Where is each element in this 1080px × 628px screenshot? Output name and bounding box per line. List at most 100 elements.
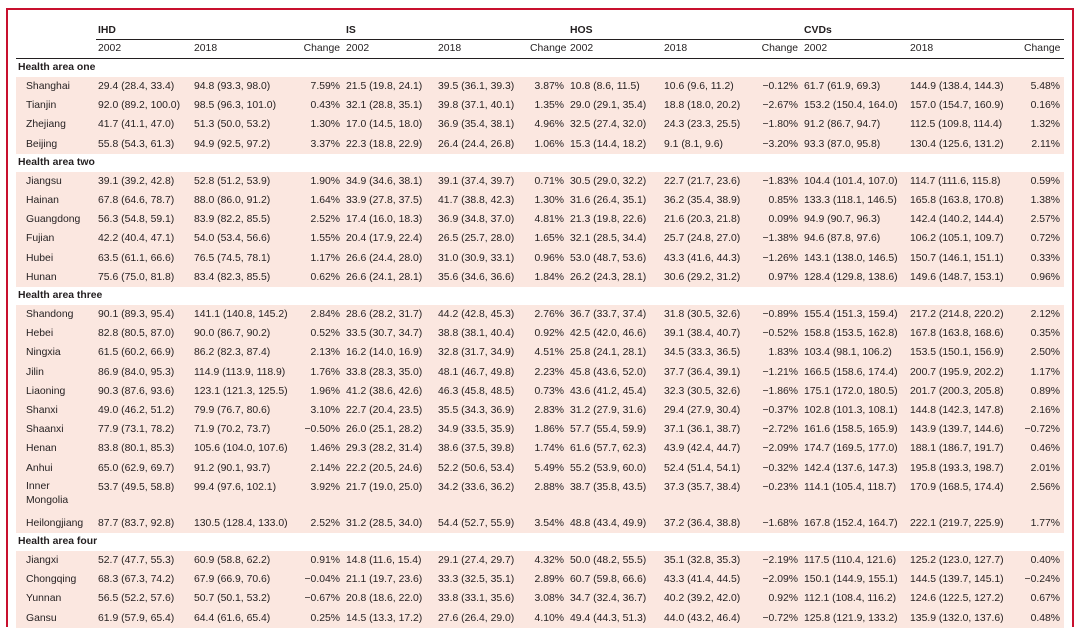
change-cell: −1.86% [756,381,803,402]
change-cell: 1.17% [300,248,345,268]
table-cell: 52.7 (47.7, 55.3) [96,551,192,571]
table-cell: 65.0 (62.9, 69.7) [96,458,192,478]
table-cell: 105.6 (104.0, 107.6) [192,439,300,459]
table-row: Tianjin 92.0 (89.2, 100.0) 98.5 (96.3, 101… [16,96,1065,116]
table-cell: 34.9 (33.5, 35.9) [436,420,529,440]
change-cell: −3.20% [756,134,803,154]
change-cell: 4.10% [528,608,569,628]
change-cell: 1.06% [528,134,569,154]
change-cell: −1.68% [756,513,803,534]
table-row: Fujian 42.2 (40.4, 47.1) 54.0 (53.4, 56.6)… [16,229,1065,249]
table-cell: 27.6 (26.4, 29.0) [436,608,529,628]
table-cell: 55.8 (54.3, 61.3) [96,134,192,154]
table-row: Yunnan 56.5 (52.2, 57.6) 50.7 (50.1, 53.2)… [16,589,1065,609]
province-name: Hubei [16,248,96,268]
table-row: Inner Mongolia 53.7 (49.5, 58.8) 99.4 (97.… [16,477,1065,514]
table-cell: 56.5 (52.2, 57.6) [96,589,192,609]
table-cell: 36.9 (34.8, 37.0) [436,210,529,230]
table-cell: 63.5 (61.1, 66.6) [96,248,192,268]
change-cell: −2.09% [756,570,803,590]
change-cell: −1.38% [756,229,803,249]
table-cell: 94.9 (90.7, 96.3) [802,210,909,230]
table-cell: 112.5 (109.8, 114.4) [908,115,1023,135]
change-cell: −0.04% [300,570,345,590]
col-is-2018: 2018 [438,43,462,54]
table-cell: 87.7 (83.7, 92.8) [96,513,192,534]
table-cell: 29.4 (27.9, 30.4) [662,401,757,421]
change-cell: 2.76% [528,305,569,325]
change-cell: 4.32% [528,551,569,571]
change-cell: −1.26% [756,248,803,268]
table-cell: 14.5 (13.3, 17.2) [344,608,437,628]
table-cell: 88.0 (86.0, 91.2) [192,191,300,211]
change-cell: 1.55% [300,229,345,249]
change-cell: 4.81% [528,210,569,230]
table-cell: 133.3 (118.1, 146.5) [802,191,909,211]
col-cvds-change: Change [1024,43,1061,54]
table-cell: 34.5 (33.3, 36.5) [662,343,757,363]
province-name: Inner Mongolia [16,477,96,514]
change-cell: 2.52% [300,513,345,534]
change-cell: −0.24% [1022,570,1065,590]
province-name: Shanghai [16,77,96,97]
table-cell: 49.0 (46.2, 51.2) [96,401,192,421]
change-cell: 1.38% [1022,191,1065,211]
province-name: Yunnan [16,589,96,609]
table-row: Chongqing 68.3 (67.3, 74.2) 67.9 (66.9, 70… [16,570,1065,590]
table-cell: 39.1 (38.4, 40.7) [662,324,757,344]
change-cell: 5.48% [1022,77,1065,97]
table-cell: 37.7 (36.4, 39.1) [662,362,757,382]
table-cell: 32.1 (28.8, 35.1) [344,96,437,116]
table-cell: 144.5 (139.7, 145.1) [908,570,1023,590]
table-cell: 39.5 (36.1, 39.3) [436,77,529,97]
change-cell: −0.72% [756,608,803,628]
table-cell: 55.2 (53.9, 60.0) [568,458,663,478]
table-cell: 35.5 (34.3, 36.9) [436,401,529,421]
table-cell: 99.4 (97.6, 102.1) [192,477,300,514]
table-cell: 83.9 (82.2, 85.5) [192,210,300,230]
change-cell: 1.74% [528,439,569,459]
change-cell: 0.91% [300,551,345,571]
table-cell: 28.6 (28.2, 31.7) [344,305,437,325]
change-cell: 3.10% [300,401,345,421]
table-cell: 39.1 (39.2, 42.8) [96,171,192,192]
change-cell: 0.62% [300,267,345,288]
change-cell: 1.90% [300,171,345,192]
table-cell: 49.4 (44.3, 51.3) [568,608,663,628]
table-cell: 82.8 (80.5, 87.0) [96,324,192,344]
province-name: Jilin [16,362,96,382]
change-cell: −1.83% [756,171,803,192]
table-cell: 94.6 (87.8, 97.6) [802,229,909,249]
table-cell: 90.3 (87.6, 93.6) [96,381,192,402]
group-cvds: CVDs [802,22,1065,40]
table-cell: 53.7 (49.5, 58.8) [96,477,192,514]
table-cell: 83.8 (80.1, 85.3) [96,439,192,459]
table-cell: 54.4 (52.7, 55.9) [436,513,529,534]
col-hos-2002: 2002 [570,43,594,54]
table-cell: 20.4 (17.9, 22.4) [344,229,437,249]
table-cell: 130.4 (125.6, 131.2) [908,134,1023,154]
table-cell: 9.1 (8.1, 9.6) [662,134,757,154]
province-name: Chongqing [16,570,96,590]
table-cell: 165.8 (163.8, 170.8) [908,191,1023,211]
table-cell: 43.3 (41.6, 44.3) [662,248,757,268]
change-cell: −1.21% [756,362,803,382]
table-cell: 153.2 (150.4, 164.0) [802,96,909,116]
table-cell: 150.7 (146.1, 151.1) [908,248,1023,268]
table-cell: 144.9 (138.4, 144.3) [908,77,1023,97]
group-is: IS [344,22,569,40]
change-cell: 0.16% [1022,96,1065,116]
province-name: Jiangxi [16,551,96,571]
table-cell: 17.4 (16.0, 18.3) [344,210,437,230]
table-cell: 17.0 (14.5, 18.0) [344,115,437,135]
table-row: Hebei 82.8 (80.5, 87.0) 90.0 (86.7, 90.2) 0… [16,324,1065,344]
table-row: Ningxia 61.5 (60.2, 66.9) 86.2 (82.3, 87.4… [16,343,1065,363]
change-cell: −2.09% [756,439,803,459]
change-cell: −2.19% [756,551,803,571]
table-cell: 25.8 (24.1, 28.1) [568,343,663,363]
table-cell: 188.1 (186.7, 191.7) [908,439,1023,459]
table-cell: 222.1 (219.7, 225.9) [908,513,1023,534]
table-cell: 37.2 (36.4, 38.8) [662,513,757,534]
change-cell: 0.72% [1022,229,1065,249]
table-cell: 36.2 (35.4, 38.9) [662,191,757,211]
